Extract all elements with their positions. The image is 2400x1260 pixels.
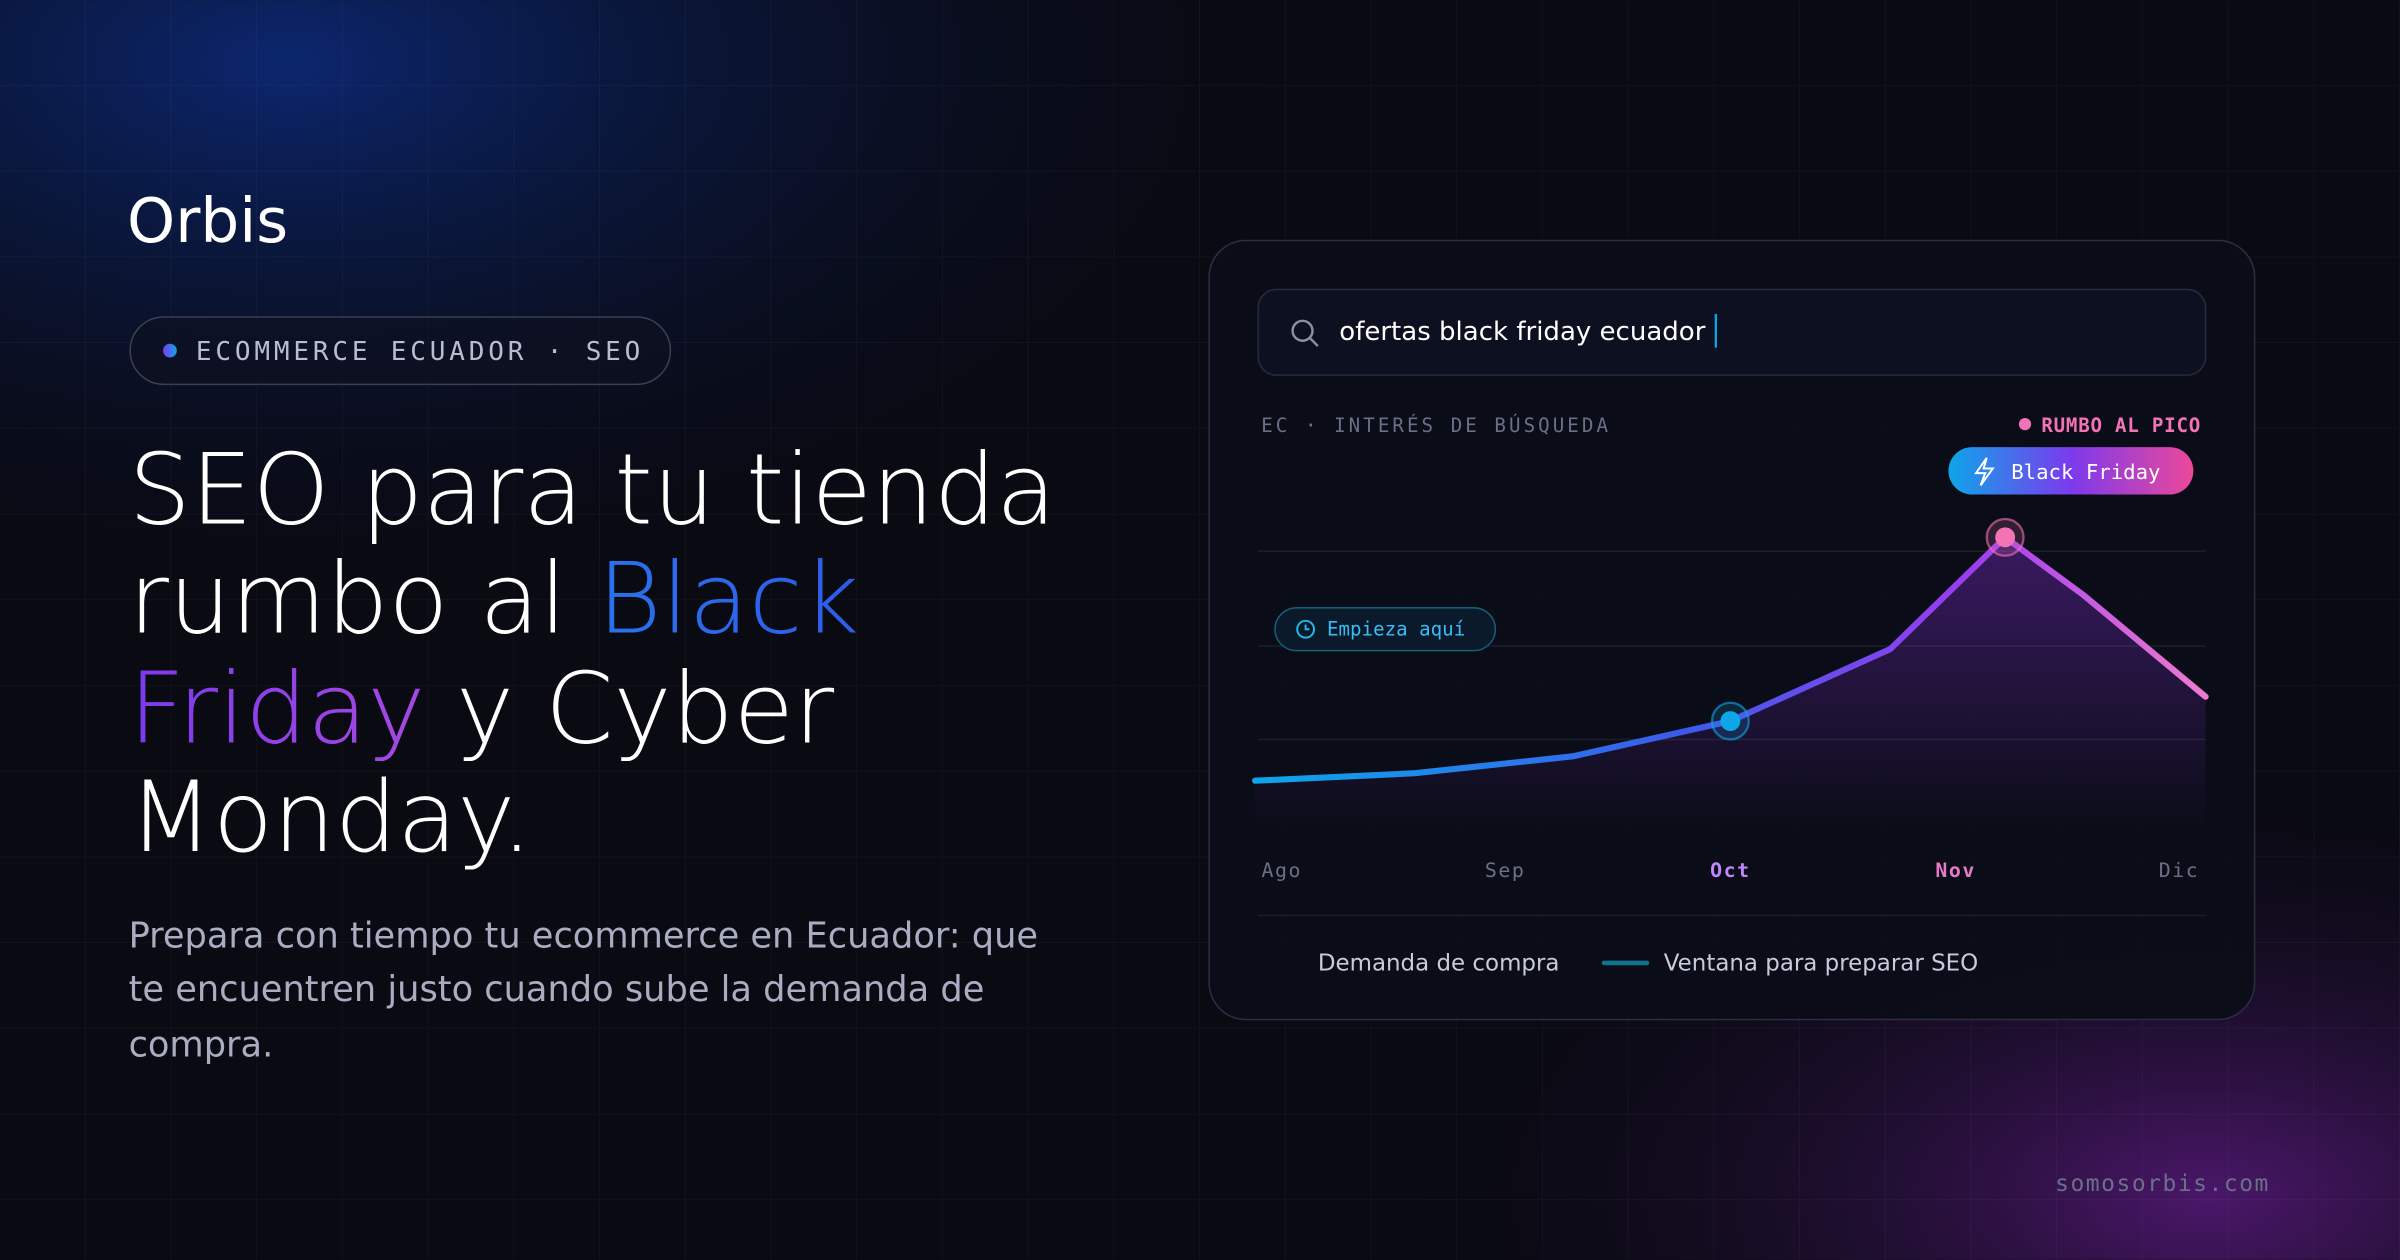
start-label: Empieza aquí <box>1327 617 1465 640</box>
tag-pill <box>129 316 672 386</box>
brand: Orbis <box>127 186 288 257</box>
search-query: ofertas black friday ecuador <box>1339 317 1705 347</box>
headline-text: rumbo al <box>129 542 567 656</box>
line <box>1252 534 2209 784</box>
peak-badge <box>1948 447 2194 495</box>
peak-dot <box>2018 418 2032 431</box>
search-icon <box>1309 337 1319 347</box>
footer: somosorbis.com <box>2055 1171 2270 1197</box>
tag: ECOMMERCE ECUADOR · SEO <box>196 337 644 367</box>
x-tick-label: Ago <box>1262 859 1303 882</box>
headline-line: rumbo al Black <box>129 542 860 656</box>
headline-line: Friday y Cyber <box>129 653 835 767</box>
clock-icon <box>1296 619 1316 639</box>
subtitle-line: compra. <box>129 1024 274 1065</box>
headline-line: Monday. <box>129 761 533 875</box>
peak-badge-text: Black Friday <box>2011 460 2160 484</box>
headline: SEO para tu tienda rumbo al Black Friday y… <box>129 434 1057 876</box>
subtitle: Prepara con tiempo tu ecommerce en Ecuad… <box>129 916 1038 1066</box>
clock-icon <box>1304 624 1310 631</box>
search-icon <box>1291 319 1314 342</box>
headline-highlight: Black <box>597 542 859 656</box>
legend-entry: Demanda de compra <box>1318 951 1560 977</box>
x-tick-label: Dic <box>2159 859 2200 882</box>
point <box>1995 527 2016 548</box>
subtitle-line: te encuentren justo cuando sube la deman… <box>129 969 985 1010</box>
headline-highlight: Friday <box>129 653 426 767</box>
subtitle-line: Prepara con tiempo tu ecommerce en Ecuad… <box>129 916 1038 957</box>
headline-text: y Cyber <box>456 653 835 767</box>
legend-entry: Ventana para preparar SEO <box>1664 951 1978 977</box>
x-tick-label: Nov <box>1935 859 1975 882</box>
peak-label: RUMBO AL PICO <box>2041 414 2201 437</box>
x-tick-label: Sep <box>1485 859 1526 882</box>
point <box>1720 711 1741 732</box>
bolt-icon <box>1974 457 1995 486</box>
area <box>1255 537 2206 835</box>
plot: Ago Sep Oct Nov Dic <box>1252 517 2209 882</box>
tag-dot <box>163 343 177 358</box>
x-tick-label: Oct <box>1710 859 1750 882</box>
start-pill <box>1274 607 1497 652</box>
headline-line: SEO para tu tienda <box>129 434 1057 548</box>
chart-label: EC · INTERÉS DE BÚSQUEDA <box>1261 413 1611 437</box>
search-box[interactable] <box>1257 288 2207 376</box>
